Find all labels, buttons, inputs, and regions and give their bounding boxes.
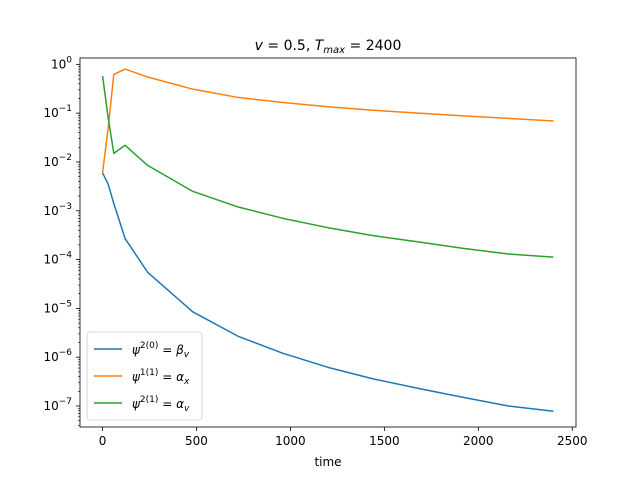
series-line-1 bbox=[101, 172, 554, 413]
legend-label-2: ψ1(1) = αx bbox=[132, 368, 190, 387]
y-tick-label: 10−7 bbox=[43, 397, 72, 413]
series-line-3 bbox=[101, 75, 554, 258]
y-tick-label: 100 bbox=[51, 55, 72, 71]
series-line-2 bbox=[101, 68, 554, 173]
x-tick-label: 500 bbox=[185, 434, 208, 448]
y-tick-label: 10−1 bbox=[43, 104, 72, 120]
y-tick-label: 10−4 bbox=[43, 251, 72, 267]
x-tick-label: 0 bbox=[99, 434, 107, 448]
chart-title: v = 0.5, Tmax = 2400 bbox=[255, 38, 402, 56]
legend: ψ2(0) = βv ψ1(1) = αx ψ2(1) = αv bbox=[86, 331, 203, 421]
y-tick-label: 10−2 bbox=[43, 153, 72, 169]
y-tick-label: 10−3 bbox=[43, 202, 72, 218]
x-tick-label: 2500 bbox=[557, 434, 588, 448]
plot-frame bbox=[79, 57, 577, 428]
y-tick-label: 10−5 bbox=[43, 299, 72, 315]
x-axis: 0 500 1000 1500 2000 2500 bbox=[99, 427, 588, 448]
x-tick-label: 2000 bbox=[463, 434, 494, 448]
y-axis: 100 10−1 10−2 10−3 10−4 10−5 10−6 10−7 bbox=[43, 55, 80, 426]
y-tick-label: 10−6 bbox=[43, 348, 72, 364]
series-group bbox=[101, 68, 554, 413]
x-axis-label: time bbox=[314, 455, 341, 469]
legend-label-3: ψ2(1) = αv bbox=[132, 395, 190, 414]
x-tick-label: 1000 bbox=[275, 434, 306, 448]
legend-box bbox=[86, 331, 203, 421]
x-tick-label: 1500 bbox=[369, 434, 400, 448]
legend-label-1: ψ2(0) = βv bbox=[132, 341, 190, 360]
